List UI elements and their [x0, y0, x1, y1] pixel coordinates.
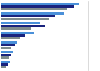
Bar — [1, 12, 64, 15]
Bar — [1, 60, 10, 63]
Bar — [1, 37, 20, 39]
Bar — [1, 27, 31, 30]
Bar — [1, 54, 11, 56]
Bar — [1, 66, 6, 69]
Bar — [1, 15, 55, 17]
Bar — [1, 5, 74, 8]
Bar — [1, 63, 8, 66]
Bar — [1, 22, 40, 24]
Bar — [1, 18, 49, 20]
Bar — [1, 44, 15, 46]
Bar — [1, 34, 25, 37]
Bar — [1, 32, 34, 34]
Bar — [1, 47, 11, 49]
Bar — [1, 2, 79, 5]
Bar — [1, 51, 13, 53]
Bar — [1, 8, 67, 11]
Bar — [1, 25, 44, 27]
Bar — [1, 41, 17, 44]
Bar — [1, 56, 9, 59]
